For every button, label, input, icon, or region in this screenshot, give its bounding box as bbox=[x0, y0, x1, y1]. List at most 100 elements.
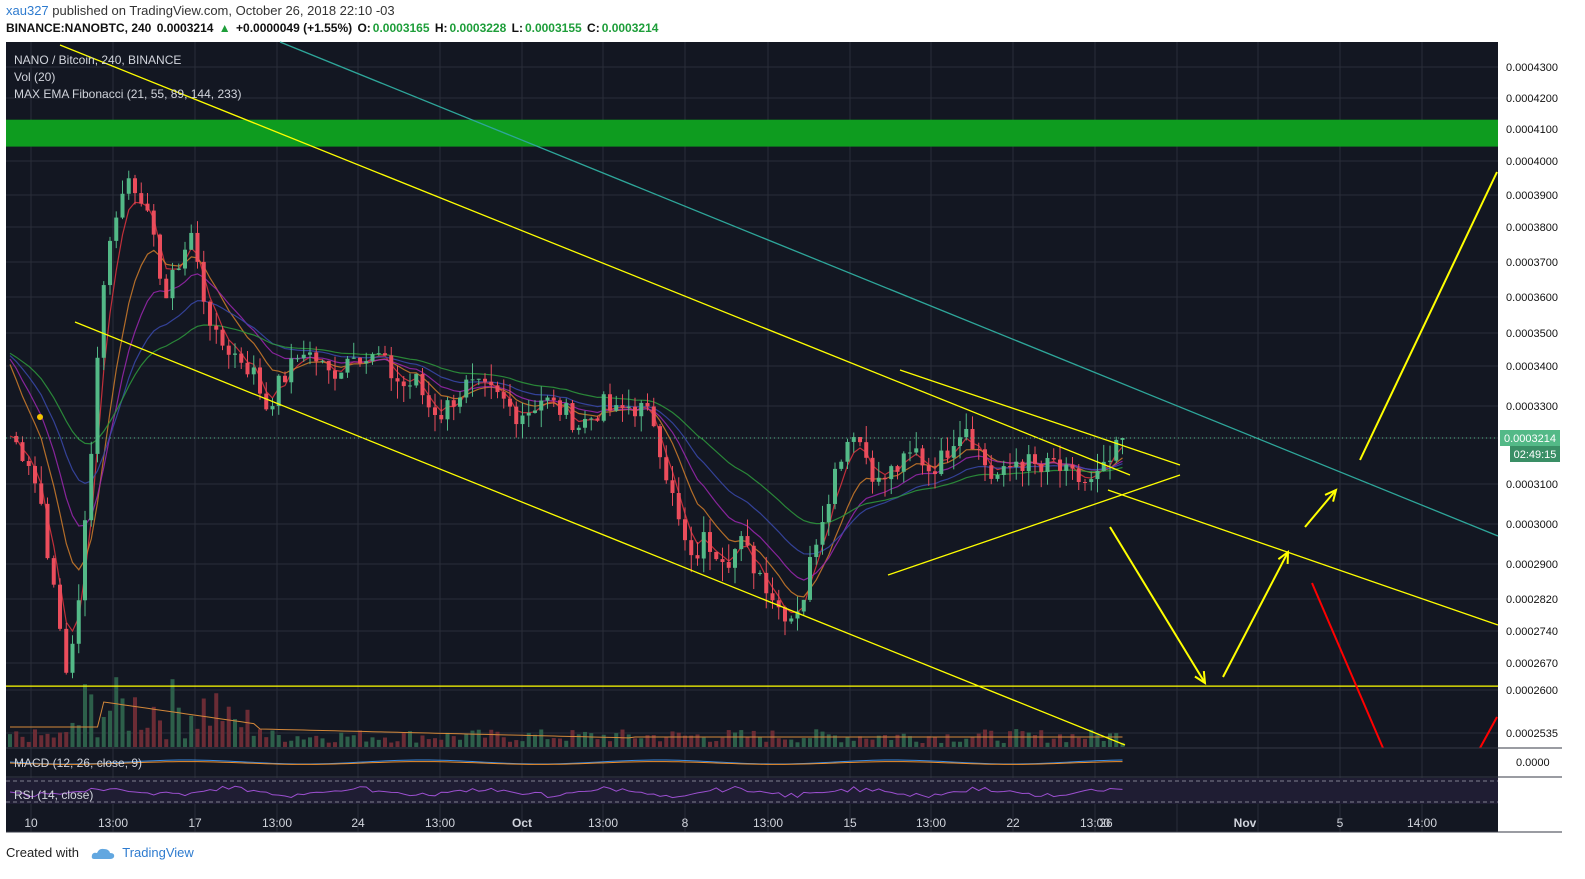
triangle-upper-line bbox=[899, 369, 1181, 466]
volume-bar bbox=[514, 740, 519, 747]
volume-bar bbox=[333, 742, 337, 747]
tradingview-link[interactable]: TradingView bbox=[122, 845, 194, 860]
volume-bar bbox=[808, 738, 812, 747]
candle-body bbox=[545, 397, 550, 401]
candle-body bbox=[333, 370, 337, 379]
time-tick-label: 13:00 bbox=[753, 816, 783, 830]
time-tick-label: 10 bbox=[24, 816, 38, 830]
volume-bar bbox=[820, 731, 825, 747]
candle-body bbox=[914, 448, 919, 453]
candle-body bbox=[508, 398, 512, 407]
candle-body bbox=[939, 450, 944, 475]
candle-body bbox=[214, 325, 219, 330]
candle-body bbox=[64, 628, 69, 673]
volume-bar bbox=[520, 741, 525, 747]
candle-body bbox=[251, 367, 256, 375]
volume-bar bbox=[208, 725, 212, 747]
volume-bar bbox=[864, 738, 869, 747]
legend-ema: MAX EMA Fibonacci (21, 55, 89, 144, 233) bbox=[14, 87, 241, 101]
publish-header: xau327 published on TradingView.com, Oct… bbox=[6, 3, 395, 18]
volume-bar bbox=[751, 730, 756, 747]
candle-body bbox=[695, 555, 700, 559]
candle-body bbox=[689, 540, 694, 556]
candle-body bbox=[264, 393, 269, 410]
volume-bar bbox=[789, 739, 794, 747]
projection-arrow-up-1-head bbox=[1277, 549, 1290, 565]
volume-bar bbox=[858, 736, 862, 747]
candle-body bbox=[626, 406, 631, 408]
candle-body bbox=[301, 354, 306, 359]
volume-bar bbox=[901, 733, 906, 747]
volume-bar bbox=[739, 730, 744, 747]
volume-bar bbox=[476, 729, 481, 747]
candle-body bbox=[289, 358, 294, 383]
time-tick-label: 13:00 bbox=[916, 816, 946, 830]
triangle-lower-line bbox=[887, 474, 1181, 576]
candle-body bbox=[933, 471, 937, 475]
legend-title: NANO / Bitcoin, 240, BINANCE bbox=[14, 53, 181, 67]
volume-bar bbox=[764, 741, 769, 747]
volume-bar bbox=[451, 736, 456, 747]
volume-bar bbox=[483, 737, 487, 747]
rsi-band bbox=[6, 778, 1498, 804]
created-with-label: Created with bbox=[6, 845, 79, 860]
candle-body bbox=[1045, 458, 1050, 472]
candle-body bbox=[58, 584, 62, 629]
candle-body bbox=[676, 493, 681, 520]
candle-body bbox=[889, 466, 894, 480]
candle-body bbox=[945, 450, 950, 458]
volume-bar bbox=[845, 736, 850, 747]
candle-body bbox=[864, 442, 869, 458]
candle-body bbox=[358, 357, 362, 364]
candle-body bbox=[126, 178, 131, 194]
candle-body bbox=[470, 379, 475, 381]
volume-bar bbox=[1026, 732, 1031, 747]
candle-body bbox=[708, 532, 712, 552]
volume-bar bbox=[295, 736, 300, 747]
volume-bar bbox=[1051, 738, 1056, 747]
candle-body bbox=[501, 392, 506, 399]
candle-body bbox=[776, 600, 781, 608]
volume-bar bbox=[126, 730, 131, 747]
chart-background bbox=[6, 42, 1498, 832]
candle-body bbox=[520, 415, 525, 425]
volume-bar bbox=[814, 729, 819, 747]
volume-bar bbox=[383, 737, 387, 747]
volume-bar bbox=[351, 735, 356, 747]
volume-bar bbox=[495, 731, 500, 747]
candle-body bbox=[858, 437, 862, 443]
price-axis-labels: 0.0004300 0.0004200 0.0004100 0.0004000 0.00… bbox=[1506, 62, 1558, 769]
candle-body bbox=[133, 178, 137, 194]
red-projection-line bbox=[1311, 582, 1384, 749]
red-projection-line-2 bbox=[1479, 716, 1498, 749]
volume-bar bbox=[339, 732, 344, 747]
candle-body bbox=[595, 418, 600, 421]
dividend-dot-icon bbox=[37, 414, 43, 420]
volume-bar bbox=[683, 735, 687, 747]
volume-bar bbox=[239, 727, 244, 747]
candle-body bbox=[233, 353, 237, 355]
candle-body bbox=[589, 418, 594, 420]
candle-body bbox=[745, 536, 750, 546]
candle-body bbox=[651, 406, 656, 427]
volume-bar bbox=[639, 738, 644, 747]
price-chart[interactable]: 0.0004300 0.0004200 0.0004100 0.0004000 0.00… bbox=[0, 40, 1585, 835]
volume-bar bbox=[770, 730, 775, 747]
volume-bar bbox=[1058, 734, 1062, 747]
volume-bar bbox=[395, 741, 400, 747]
volume-bar bbox=[151, 706, 156, 747]
author-link[interactable]: xau327 bbox=[6, 3, 49, 18]
open-value: 0.0003165 bbox=[372, 21, 430, 35]
candle-body bbox=[295, 358, 300, 360]
volume-bar bbox=[664, 737, 669, 747]
volume-bar bbox=[689, 735, 694, 747]
candle-body bbox=[1095, 470, 1100, 480]
candle-body bbox=[39, 483, 44, 504]
volume-bar bbox=[708, 741, 712, 747]
candle-body bbox=[526, 412, 531, 416]
volume-bar bbox=[970, 736, 975, 747]
volume-bar bbox=[114, 677, 119, 747]
volume-bar bbox=[989, 730, 994, 747]
volume-bar bbox=[551, 738, 556, 747]
candle-body bbox=[1051, 458, 1056, 460]
